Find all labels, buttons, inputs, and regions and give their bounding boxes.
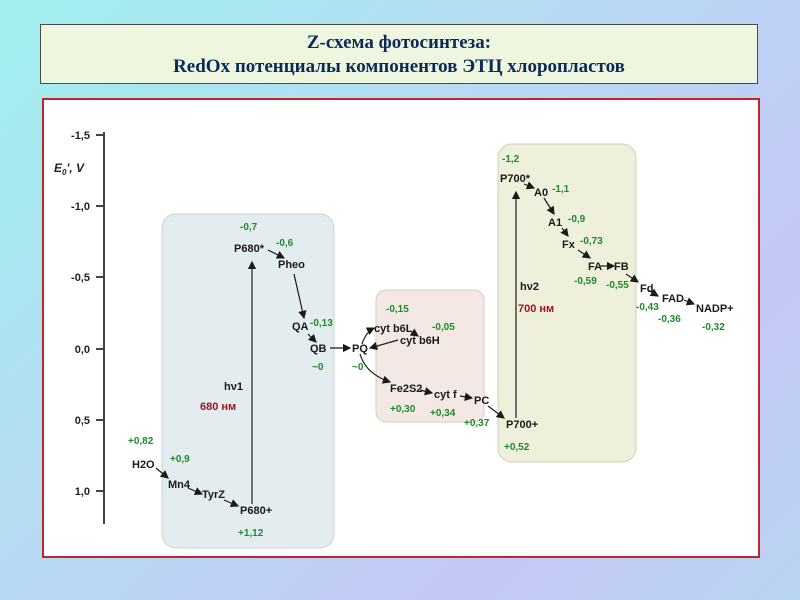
- b6h-value: -0,05: [432, 322, 455, 333]
- fa-label: FA: [588, 261, 602, 273]
- p680plus-value: +1,12: [238, 528, 264, 539]
- p680star-value: -0,7: [240, 222, 258, 233]
- a0-label: A0: [534, 187, 548, 199]
- cytb6f-panel: [375, 289, 485, 423]
- y-axis-label: E0', V: [54, 161, 85, 177]
- y-axis-ticks: -1,5 -1,0 -0,5 0,0 0,5 1,0: [71, 130, 104, 498]
- title-box: Z-схема фотосинтеза: RedOx потенциалы ко…: [40, 24, 758, 84]
- tick-label: -1,0: [71, 201, 90, 213]
- psii-panel: [161, 213, 335, 549]
- pq-value: ~0: [352, 362, 364, 373]
- b6l-value: -0,15: [386, 304, 409, 315]
- hv2-label: hν2: [520, 281, 539, 293]
- pq-label: PQ: [352, 343, 368, 355]
- pheo-value: -0,6: [276, 238, 294, 249]
- cytf-value: +0,34: [430, 408, 456, 419]
- a1-value: -0,9: [568, 214, 586, 225]
- qb-value: ~0: [312, 362, 324, 373]
- fb-value: -0,55: [606, 280, 629, 291]
- qa-value: -0,13: [310, 318, 333, 329]
- h2o-label: H2O: [132, 459, 155, 471]
- fd-label: Fd: [640, 283, 653, 295]
- h2o-value: +0,82: [128, 436, 154, 447]
- fad-label: FAD: [662, 293, 684, 305]
- psi-panel: [497, 143, 637, 463]
- p680plus-label: P680+: [240, 505, 272, 517]
- tick-label: 0,0: [75, 344, 90, 356]
- p680star-label: P680*: [234, 243, 265, 255]
- mn4-label: Mn4: [168, 479, 191, 491]
- tick-label: -0,5: [71, 272, 90, 284]
- z-scheme-diagram: -1,5 -1,0 -0,5 0,0 0,5 1,0 E0', V: [54, 130, 734, 549]
- fe2s2-label: Fe2S2: [390, 383, 422, 395]
- nadp-value: -0,32: [702, 322, 725, 333]
- pc-value: +0,37: [464, 418, 490, 429]
- 700nm-label: 700 нм: [518, 303, 554, 315]
- pc-label: PC: [474, 395, 489, 407]
- title-line1: Z-схема фотосинтеза:: [306, 32, 492, 53]
- diagram-frame: -1,5 -1,0 -0,5 0,0 0,5 1,0 E0', V: [42, 98, 760, 558]
- fe2s2-value: +0,30: [390, 404, 416, 415]
- p700plus-value: +0,52: [504, 442, 530, 453]
- fx-label: Fx: [562, 239, 576, 251]
- p700plus-label: P700+: [506, 419, 538, 431]
- qb-label: QB: [310, 343, 327, 355]
- b6l-label: cyt b6L: [374, 323, 413, 335]
- cytf-label: cyt f: [434, 389, 457, 401]
- a1-label: A1: [548, 217, 562, 229]
- p700star-value: -1,2: [502, 154, 520, 165]
- tick-label: 0,5: [75, 415, 90, 427]
- b6h-label: cyt b6H: [400, 335, 440, 347]
- fb-label: FB: [614, 261, 629, 273]
- tick-label: 1,0: [75, 486, 90, 498]
- pheo-label: Pheo: [278, 259, 305, 271]
- nadp-label: NADP+: [696, 303, 734, 315]
- fd-value: -0,43: [636, 302, 659, 313]
- fa-value: -0,59: [574, 276, 597, 287]
- hv1-label: hν1: [224, 381, 243, 393]
- electron-flow-arrows: [155, 181, 696, 508]
- mn4-value: +0,9: [170, 454, 190, 465]
- fx-value: -0,73: [580, 236, 603, 247]
- fad-value: -0,36: [658, 314, 681, 325]
- title-line2: RedOx потенциалы компонентов ЭТЦ хлоропл…: [173, 56, 625, 77]
- tick-label: -1,5: [71, 130, 90, 142]
- qa-label: QA: [292, 321, 309, 333]
- p700star-label: P700*: [500, 173, 531, 185]
- tyrz-label: TyrZ: [202, 489, 225, 501]
- 680nm-label: 680 нм: [200, 401, 236, 413]
- a0-value: -1,1: [552, 184, 570, 195]
